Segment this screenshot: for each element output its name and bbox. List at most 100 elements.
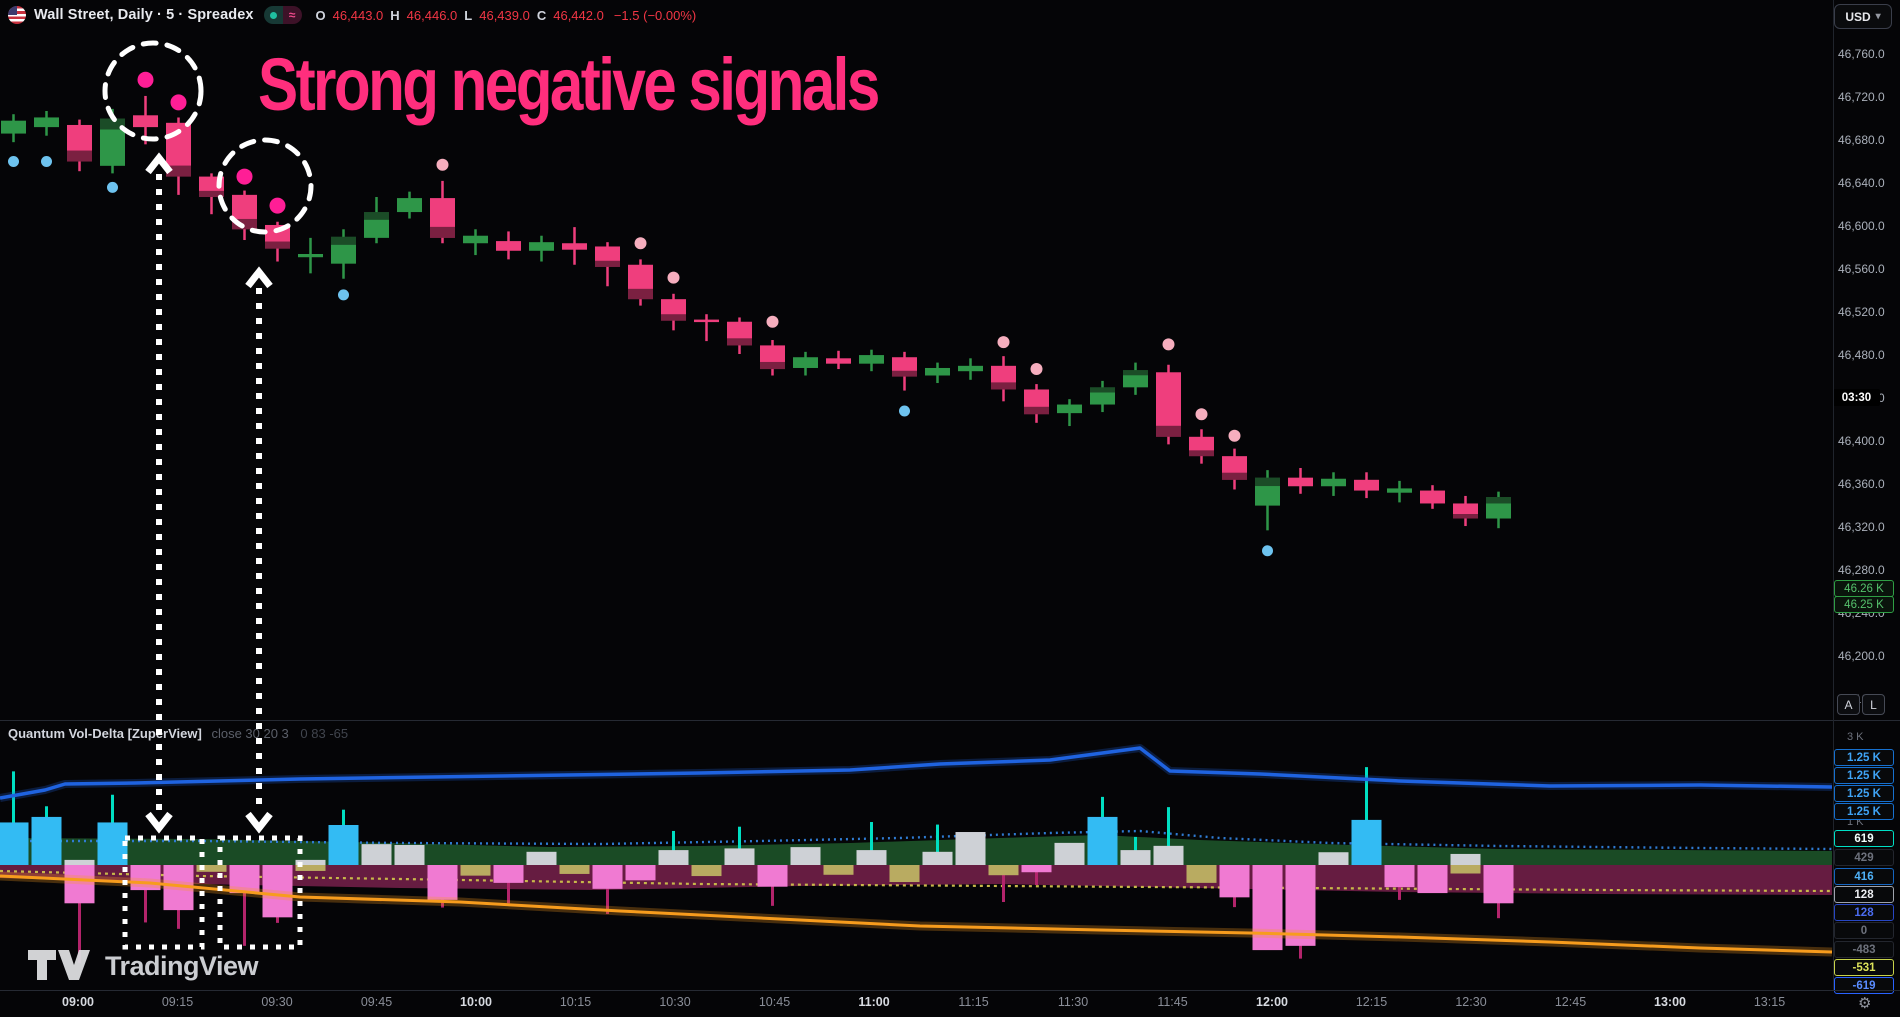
delta-bar-negative xyxy=(64,865,95,904)
delta-bar-negative xyxy=(229,865,260,894)
delta-bar-negative xyxy=(559,865,590,874)
currency-dropdown[interactable]: USD ▾ xyxy=(1834,4,1892,29)
sell-signal-dot xyxy=(667,271,680,284)
time-tick: 09:00 xyxy=(62,995,94,1009)
price-axis[interactable]: 46,760.0 46,720.0 46,680.0 46,640.0 46,600.0… xyxy=(1833,0,1900,994)
delta-value-badge: 1.25 K xyxy=(1834,749,1894,766)
time-tick: 11:30 xyxy=(1057,995,1089,1009)
sell-signal-dot xyxy=(236,168,253,185)
chevron-down-icon: ▾ xyxy=(1875,11,1881,22)
delta-bar-positive xyxy=(1153,845,1184,865)
candle-body xyxy=(298,254,323,258)
buy-signal-dot xyxy=(107,181,118,193)
open-value: 46,443.0 xyxy=(332,7,384,23)
pane-separator[interactable] xyxy=(0,720,1900,721)
candle-body xyxy=(562,243,587,250)
candle-close-band xyxy=(199,190,224,198)
delta-value-badge: 1.25 K xyxy=(1834,803,1894,820)
delta-bar-negative xyxy=(1186,865,1217,883)
delta-bar-positive xyxy=(1087,816,1118,865)
candle-close-band xyxy=(1156,425,1181,437)
sell-signal-dot xyxy=(1162,338,1175,351)
time-axis[interactable]: 09:00 09:15 09:30 09:45 10:00 10:15 10:30 10:45… xyxy=(0,990,1900,1017)
candle-close-band xyxy=(1123,370,1148,376)
symbol-title[interactable]: Wall Street, Daily · 5 · Spreadex xyxy=(34,7,254,23)
candle-close-band xyxy=(1222,472,1247,480)
highlight-circle xyxy=(216,137,314,235)
delta-bar-positive xyxy=(1351,819,1382,865)
candle-close-band xyxy=(265,241,290,249)
delta-bar-positive xyxy=(856,850,887,865)
delta-bar-negative xyxy=(1021,865,1052,873)
delta-bar-negative xyxy=(988,865,1019,876)
axis-settings-gear-icon[interactable]: ⚙ xyxy=(1858,994,1872,1012)
highlight-rect xyxy=(122,835,205,950)
delta-bar-negative xyxy=(427,865,458,900)
time-tick: 10:00 xyxy=(460,995,492,1009)
price-tick: 46,680.0 xyxy=(1838,133,1885,148)
candle-body xyxy=(1420,490,1445,504)
price-tick: 46,480.0 xyxy=(1838,348,1885,363)
candle-body xyxy=(1288,477,1313,487)
candle-body xyxy=(1,120,26,134)
highlight-rect xyxy=(217,835,303,950)
delta-value-badge: -619 xyxy=(1834,977,1894,994)
highlight-circle xyxy=(102,40,204,142)
time-tick: 13:15 xyxy=(1753,995,1786,1009)
candle-close-band xyxy=(100,118,125,130)
delta-bar-negative xyxy=(691,865,722,877)
sell-signal-dot xyxy=(269,197,286,214)
delta-bar-negative xyxy=(295,865,326,871)
candle-close-band xyxy=(760,361,785,370)
delta-bar-positive xyxy=(394,845,425,865)
candle-close-band xyxy=(166,165,191,177)
candle-close-band xyxy=(232,218,257,230)
delta-bar-negative xyxy=(1483,865,1514,904)
sell-signal-dot xyxy=(997,336,1010,349)
delta-bar-positive xyxy=(955,832,986,865)
sell-signal-dot xyxy=(1030,363,1043,376)
time-tick: 12:00 xyxy=(1256,995,1288,1009)
indicator-toggle-pill[interactable]: ≈ xyxy=(263,6,302,24)
annotation-headline: Strong negative signals xyxy=(258,43,880,126)
candle-body xyxy=(397,198,422,213)
delta-value-badge: 128 xyxy=(1834,904,1894,921)
blue-line xyxy=(0,746,1833,800)
candle-body xyxy=(529,242,554,251)
auto-scale-button[interactable]: A xyxy=(1837,694,1860,715)
delta-value-badge: 0 xyxy=(1834,922,1894,939)
buy-signal-dot xyxy=(338,289,349,301)
candle-body xyxy=(1387,488,1412,493)
price-tick: 46,360.0 xyxy=(1838,477,1885,492)
delta-bar-positive xyxy=(922,851,953,865)
countdown-badge: 03:30 xyxy=(1833,389,1880,406)
indicator-title-row[interactable]: Quantum Vol-Delta [ZuperView] close 30 2… xyxy=(8,726,348,741)
time-tick: 11:45 xyxy=(1157,995,1188,1009)
candle-body xyxy=(793,357,818,368)
arrow-head-up-icon xyxy=(145,152,173,175)
tradingview-logo[interactable]: TradingView xyxy=(28,950,259,982)
delta-bar-negative xyxy=(823,865,854,875)
indicator-values: 0 83 -65 xyxy=(300,726,349,741)
delta-value-badge: 429 xyxy=(1834,849,1894,866)
delta-value-badge: 128 xyxy=(1834,886,1894,903)
sell-signal-dot xyxy=(766,315,779,328)
candle-body xyxy=(925,367,950,376)
time-tick: 12:45 xyxy=(1554,995,1587,1009)
symbol-header: Wall Street, Daily · 5 · Spreadex ≈ O 46,… xyxy=(0,0,1838,30)
ohlc-readout: O 46,443.0 H 46,446.0 L 46,439.0 C 46,442.0 xyxy=(316,8,604,23)
delta-bar-positive xyxy=(0,822,29,865)
sell-signal-dot xyxy=(1228,429,1241,442)
time-tick: 09:15 xyxy=(161,995,194,1009)
indicator-name[interactable]: Quantum Vol-Delta [ZuperView] xyxy=(8,726,202,741)
delta-bar-negative xyxy=(757,865,788,887)
delta-bar-negative xyxy=(1450,865,1481,874)
log-scale-button[interactable]: L xyxy=(1862,694,1885,715)
change-value: −1.5 (−0.00%) xyxy=(613,7,697,23)
currency-label: USD xyxy=(1845,9,1871,24)
delta-bar-negative xyxy=(1285,865,1316,946)
candle-body xyxy=(133,115,158,128)
arrow-head-up-icon xyxy=(245,266,273,289)
delta-bar-negative xyxy=(889,865,920,883)
